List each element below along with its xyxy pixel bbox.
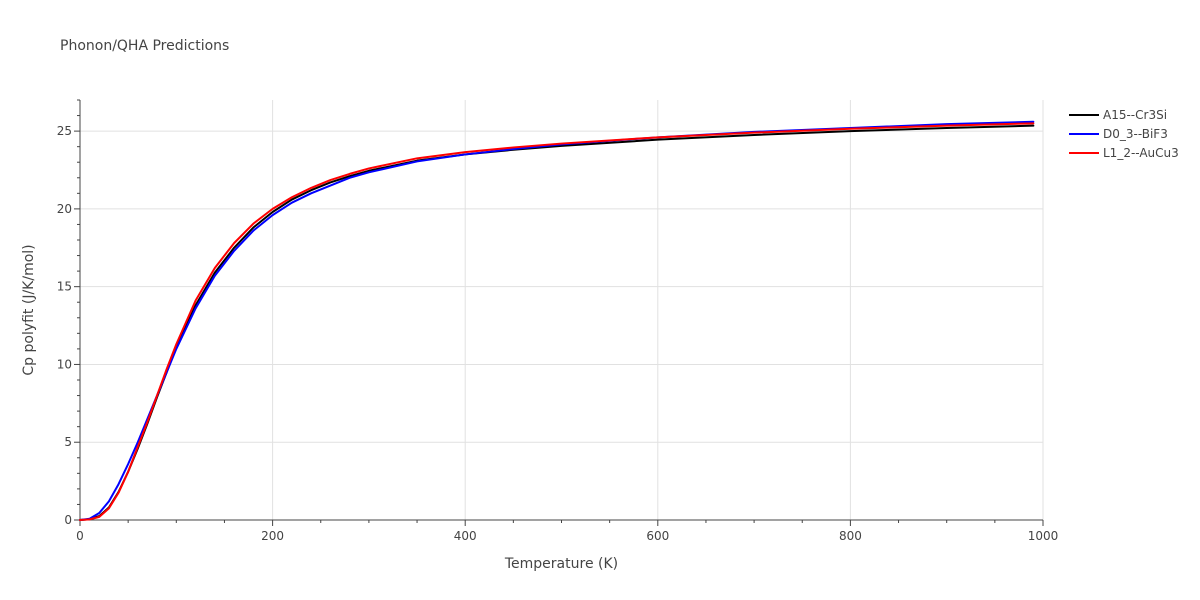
x-tick-label: 1000 (1028, 529, 1059, 543)
grid (80, 100, 1044, 520)
legend-label: D0_3--BiF3 (1103, 127, 1168, 141)
series-line-1[interactable] (79, 124, 1035, 521)
legend: A15--Cr3Si D0_3--BiF3 L1_2--AuCu3 (1069, 108, 1179, 160)
y-axis-title: Cp polyfit (J/K/mol) (21, 244, 37, 375)
y-tick-label: 25 (57, 124, 72, 138)
series-line-2[interactable] (79, 120, 1035, 521)
series-line-3[interactable] (79, 122, 1035, 521)
axes: 0 200 400 600 800 1000 0 5 10 15 20 25 (57, 99, 1059, 543)
legend-item-2[interactable]: D0_3--BiF3 (1069, 127, 1168, 141)
y-tick-label: 5 (64, 435, 72, 449)
y-tick-label: 15 (57, 280, 72, 294)
legend-label: A15--Cr3Si (1103, 108, 1167, 122)
x-tick-label: 800 (839, 529, 862, 543)
x-tick-label: 400 (454, 529, 477, 543)
x-tick-label: 200 (261, 529, 284, 543)
x-tick-label: 600 (646, 529, 669, 543)
x-axis-title: Temperature (K) (504, 556, 618, 572)
legend-label: L1_2--AuCu3 (1103, 146, 1179, 160)
legend-item-1[interactable]: A15--Cr3Si (1069, 108, 1167, 122)
y-tick-label: 0 (64, 513, 72, 527)
chart-title: Phonon/QHA Predictions (60, 38, 229, 54)
plot-area[interactable] (79, 120, 1035, 521)
y-tick-label: 10 (57, 357, 72, 371)
x-tick-label: 0 (76, 529, 84, 543)
legend-item-3[interactable]: L1_2--AuCu3 (1069, 146, 1179, 160)
y-tick-label: 20 (57, 202, 72, 216)
